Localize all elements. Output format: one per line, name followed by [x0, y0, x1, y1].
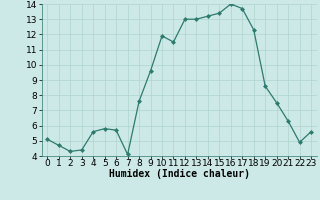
- X-axis label: Humidex (Indice chaleur): Humidex (Indice chaleur): [109, 169, 250, 179]
